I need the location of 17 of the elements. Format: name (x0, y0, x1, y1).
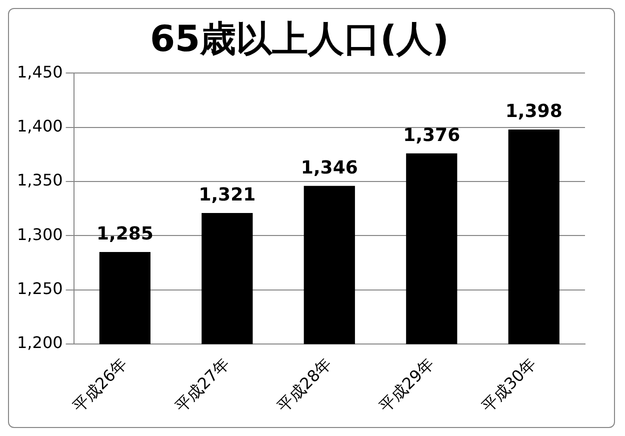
data-label: 1,398 (505, 101, 562, 122)
chart-title: 65歳以上人口(人) (150, 18, 450, 60)
x-tick-label: 平成29年 (376, 354, 438, 416)
y-tick-label: 1,350 (16, 170, 63, 190)
y-tick-label: 1,250 (16, 279, 63, 298)
data-label: 1,285 (96, 224, 154, 245)
data-label: 1,376 (403, 125, 460, 146)
data-label: 1,346 (300, 158, 358, 179)
y-tick-label: 1,450 (16, 62, 63, 82)
y-tick-label: 1,400 (16, 116, 63, 136)
y-tick-label: 1,200 (16, 333, 63, 352)
x-tick-label: 平成27年 (171, 354, 233, 416)
x-tick-label: 平成26年 (68, 354, 131, 416)
x-tick-label: 平成28年 (273, 354, 336, 416)
data-label: 1,321 (198, 184, 256, 206)
x-tick-label: 平成30年 (478, 354, 540, 416)
y-tick-label: 1,300 (16, 224, 63, 244)
